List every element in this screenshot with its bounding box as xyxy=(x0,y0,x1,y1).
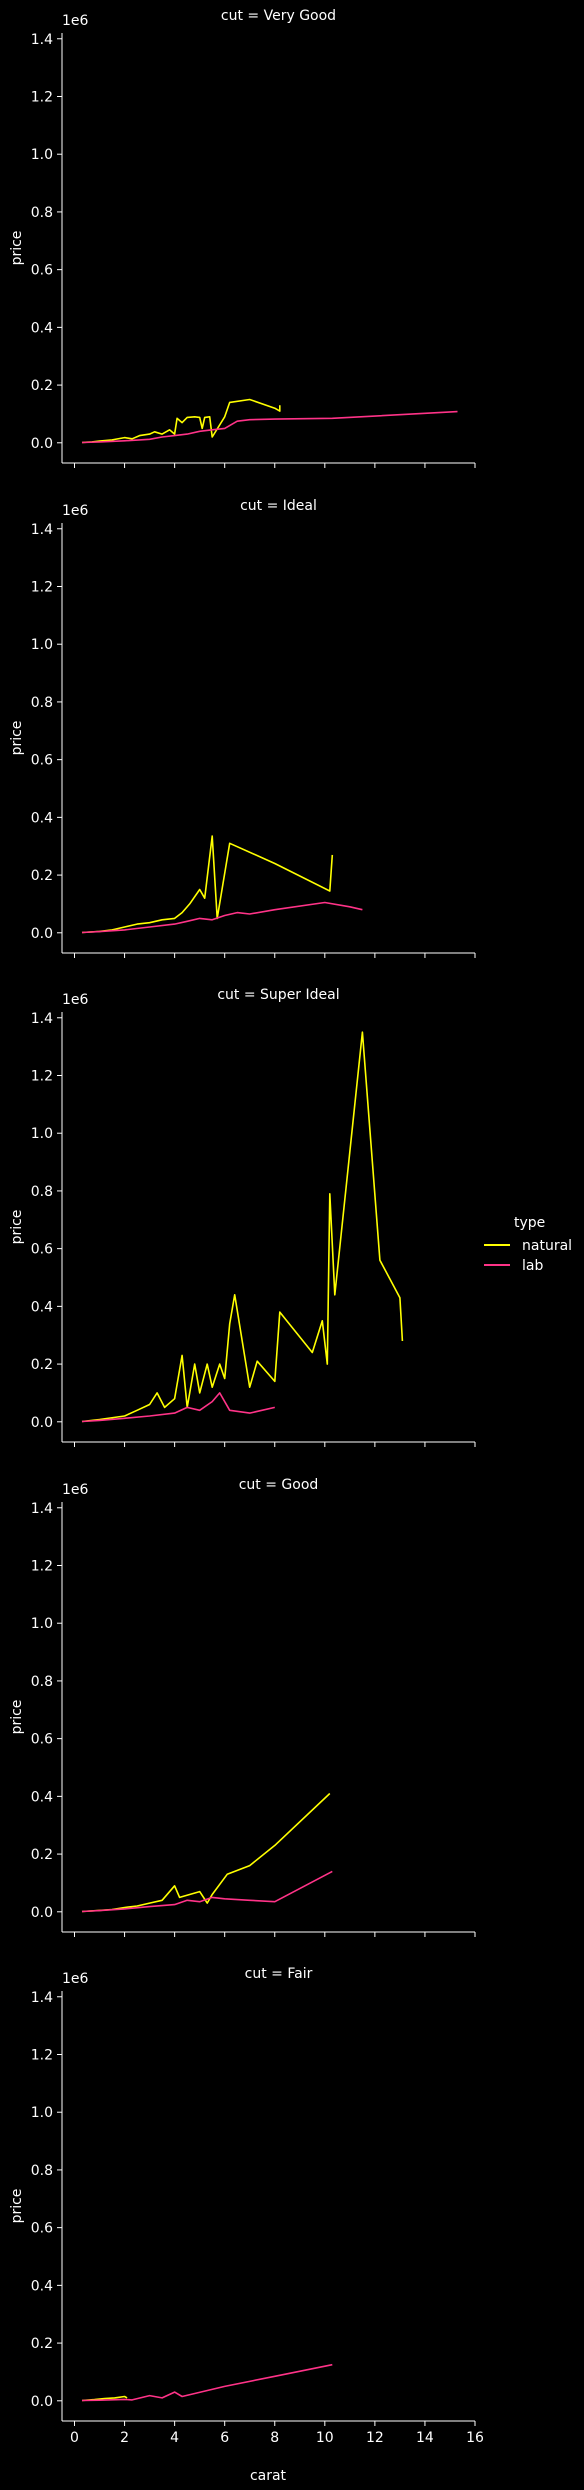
y-tick-label: 1.0 xyxy=(31,1126,53,1142)
y-tick-label: 0.8 xyxy=(31,2163,53,2179)
y-tick-label: 0.0 xyxy=(31,2394,53,2410)
y-tick-label: 0.0 xyxy=(31,926,53,942)
y-tick-label: 0.6 xyxy=(31,753,53,769)
y-tick-label: 1.2 xyxy=(31,1068,53,1084)
y-tick-label: 0.4 xyxy=(31,2278,53,2294)
series-line-lab xyxy=(81,410,458,444)
series-line-natural xyxy=(81,398,281,444)
panel-title: cut = Very Good xyxy=(221,8,336,24)
panel-title: cut = Good xyxy=(239,1477,319,1493)
x-tick-label: 10 xyxy=(316,2430,334,2446)
y-axis-label: price xyxy=(9,1700,25,1735)
y-tick-label: 1.0 xyxy=(31,637,53,653)
series-line-natural xyxy=(81,835,334,934)
y-tick-label: 0.8 xyxy=(31,1674,53,1690)
y-tick-label: 1.0 xyxy=(31,2105,53,2121)
y-tick-label: 0.8 xyxy=(31,205,53,221)
x-tick-label: 6 xyxy=(220,2430,229,2446)
series-line-lab xyxy=(81,1870,333,1913)
x-axis-label: carat xyxy=(250,2468,287,2484)
y-offset-label: 1e6 xyxy=(62,503,89,519)
y-offset-label: 1e6 xyxy=(62,1482,89,1498)
y-tick-label: 0.2 xyxy=(31,1847,53,1863)
series-line-natural xyxy=(81,1031,404,1423)
x-tick-label: 16 xyxy=(466,2430,484,2446)
y-tick-label: 0.2 xyxy=(31,2336,53,2352)
y-tick-label: 0.8 xyxy=(31,695,53,711)
y-axis-label: price xyxy=(9,1210,25,1245)
panel-title: cut = Super Ideal xyxy=(217,987,339,1003)
y-tick-label: 0.4 xyxy=(31,320,53,336)
y-tick-label: 1.0 xyxy=(31,147,53,163)
y-offset-label: 1e6 xyxy=(62,992,89,1008)
panel-title: cut = Ideal xyxy=(240,498,317,514)
y-tick-label: 1.4 xyxy=(31,522,53,538)
series-line-natural xyxy=(81,1792,331,1913)
facet-panel: cut = Good 1e6 0.0 0.2 0.4 0.6 0.8 1.0 1.2 1.4 pri… xyxy=(9,1477,476,1937)
x-tick-label: 2 xyxy=(120,2430,129,2446)
legend: type natural lab xyxy=(484,1215,572,1274)
facet-panels: cut = Very Good 1e6 0.0 0.2 0.4 0.6 0.8 1.0 1.2 1… xyxy=(9,8,484,2446)
series-line-lab xyxy=(81,901,363,934)
y-axis-label: price xyxy=(9,231,25,266)
y-tick-label: 1.2 xyxy=(31,579,53,595)
y-tick-label: 0.8 xyxy=(31,1184,53,1200)
y-tick-label: 1.2 xyxy=(31,2047,53,2063)
series-line-lab xyxy=(81,1392,275,1423)
panel-title: cut = Fair xyxy=(245,1966,313,1982)
y-tick-label: 0.0 xyxy=(31,1415,53,1431)
legend-label-lab: lab xyxy=(522,1258,543,1274)
y-tick-label: 0.0 xyxy=(31,436,53,452)
facet-panel: cut = Super Ideal 1e6 0.0 0.2 0.4 0.6 0.8 1.0 1.… xyxy=(9,987,476,1447)
y-offset-label: 1e6 xyxy=(62,1971,89,1987)
y-tick-label: 0.0 xyxy=(31,1905,53,1921)
y-tick-label: 1.4 xyxy=(31,1990,53,2006)
y-tick-label: 1.4 xyxy=(31,1501,53,1517)
facet-panel: cut = Ideal 1e6 0.0 0.2 0.4 0.6 0.8 1.0 1.2 1.4 pr… xyxy=(9,498,476,958)
y-tick-label: 0.6 xyxy=(31,1732,53,1748)
y-tick-label: 0.4 xyxy=(31,810,53,826)
series-line-lab xyxy=(81,2363,333,2402)
y-tick-label: 0.2 xyxy=(31,868,53,884)
y-tick-label: 0.6 xyxy=(31,2221,53,2237)
x-tick-label: 4 xyxy=(170,2430,179,2446)
x-tick-label: 14 xyxy=(416,2430,434,2446)
y-axis-label: price xyxy=(9,721,25,756)
facet-panel: cut = Very Good 1e6 0.0 0.2 0.4 0.6 0.8 1.0 1.2 1… xyxy=(9,8,476,468)
y-tick-label: 0.2 xyxy=(31,1357,53,1373)
y-tick-label: 0.6 xyxy=(31,263,53,279)
x-tick-label: 8 xyxy=(270,2430,279,2446)
y-tick-label: 1.0 xyxy=(31,1616,53,1632)
y-tick-label: 1.4 xyxy=(31,32,53,48)
y-offset-label: 1e6 xyxy=(62,13,89,29)
x-tick-label: 0 xyxy=(70,2430,79,2446)
y-tick-label: 0.6 xyxy=(31,1242,53,1258)
legend-label-natural: natural xyxy=(522,1238,572,1254)
x-tick-label: 12 xyxy=(366,2430,384,2446)
facet-panel: cut = Fair 1e6 0.0 0.2 0.4 0.6 0.8 1.0 1.2 1.4 0 2 4… xyxy=(9,1966,484,2446)
y-tick-label: 1.2 xyxy=(31,1558,53,1574)
y-tick-label: 0.4 xyxy=(31,1299,53,1315)
y-tick-label: 0.4 xyxy=(31,1789,53,1805)
legend-title: type xyxy=(514,1215,545,1231)
y-tick-label: 1.4 xyxy=(31,1011,53,1027)
y-tick-label: 0.2 xyxy=(31,378,53,394)
y-axis-label: price xyxy=(9,2189,25,2224)
y-tick-label: 1.2 xyxy=(31,89,53,105)
